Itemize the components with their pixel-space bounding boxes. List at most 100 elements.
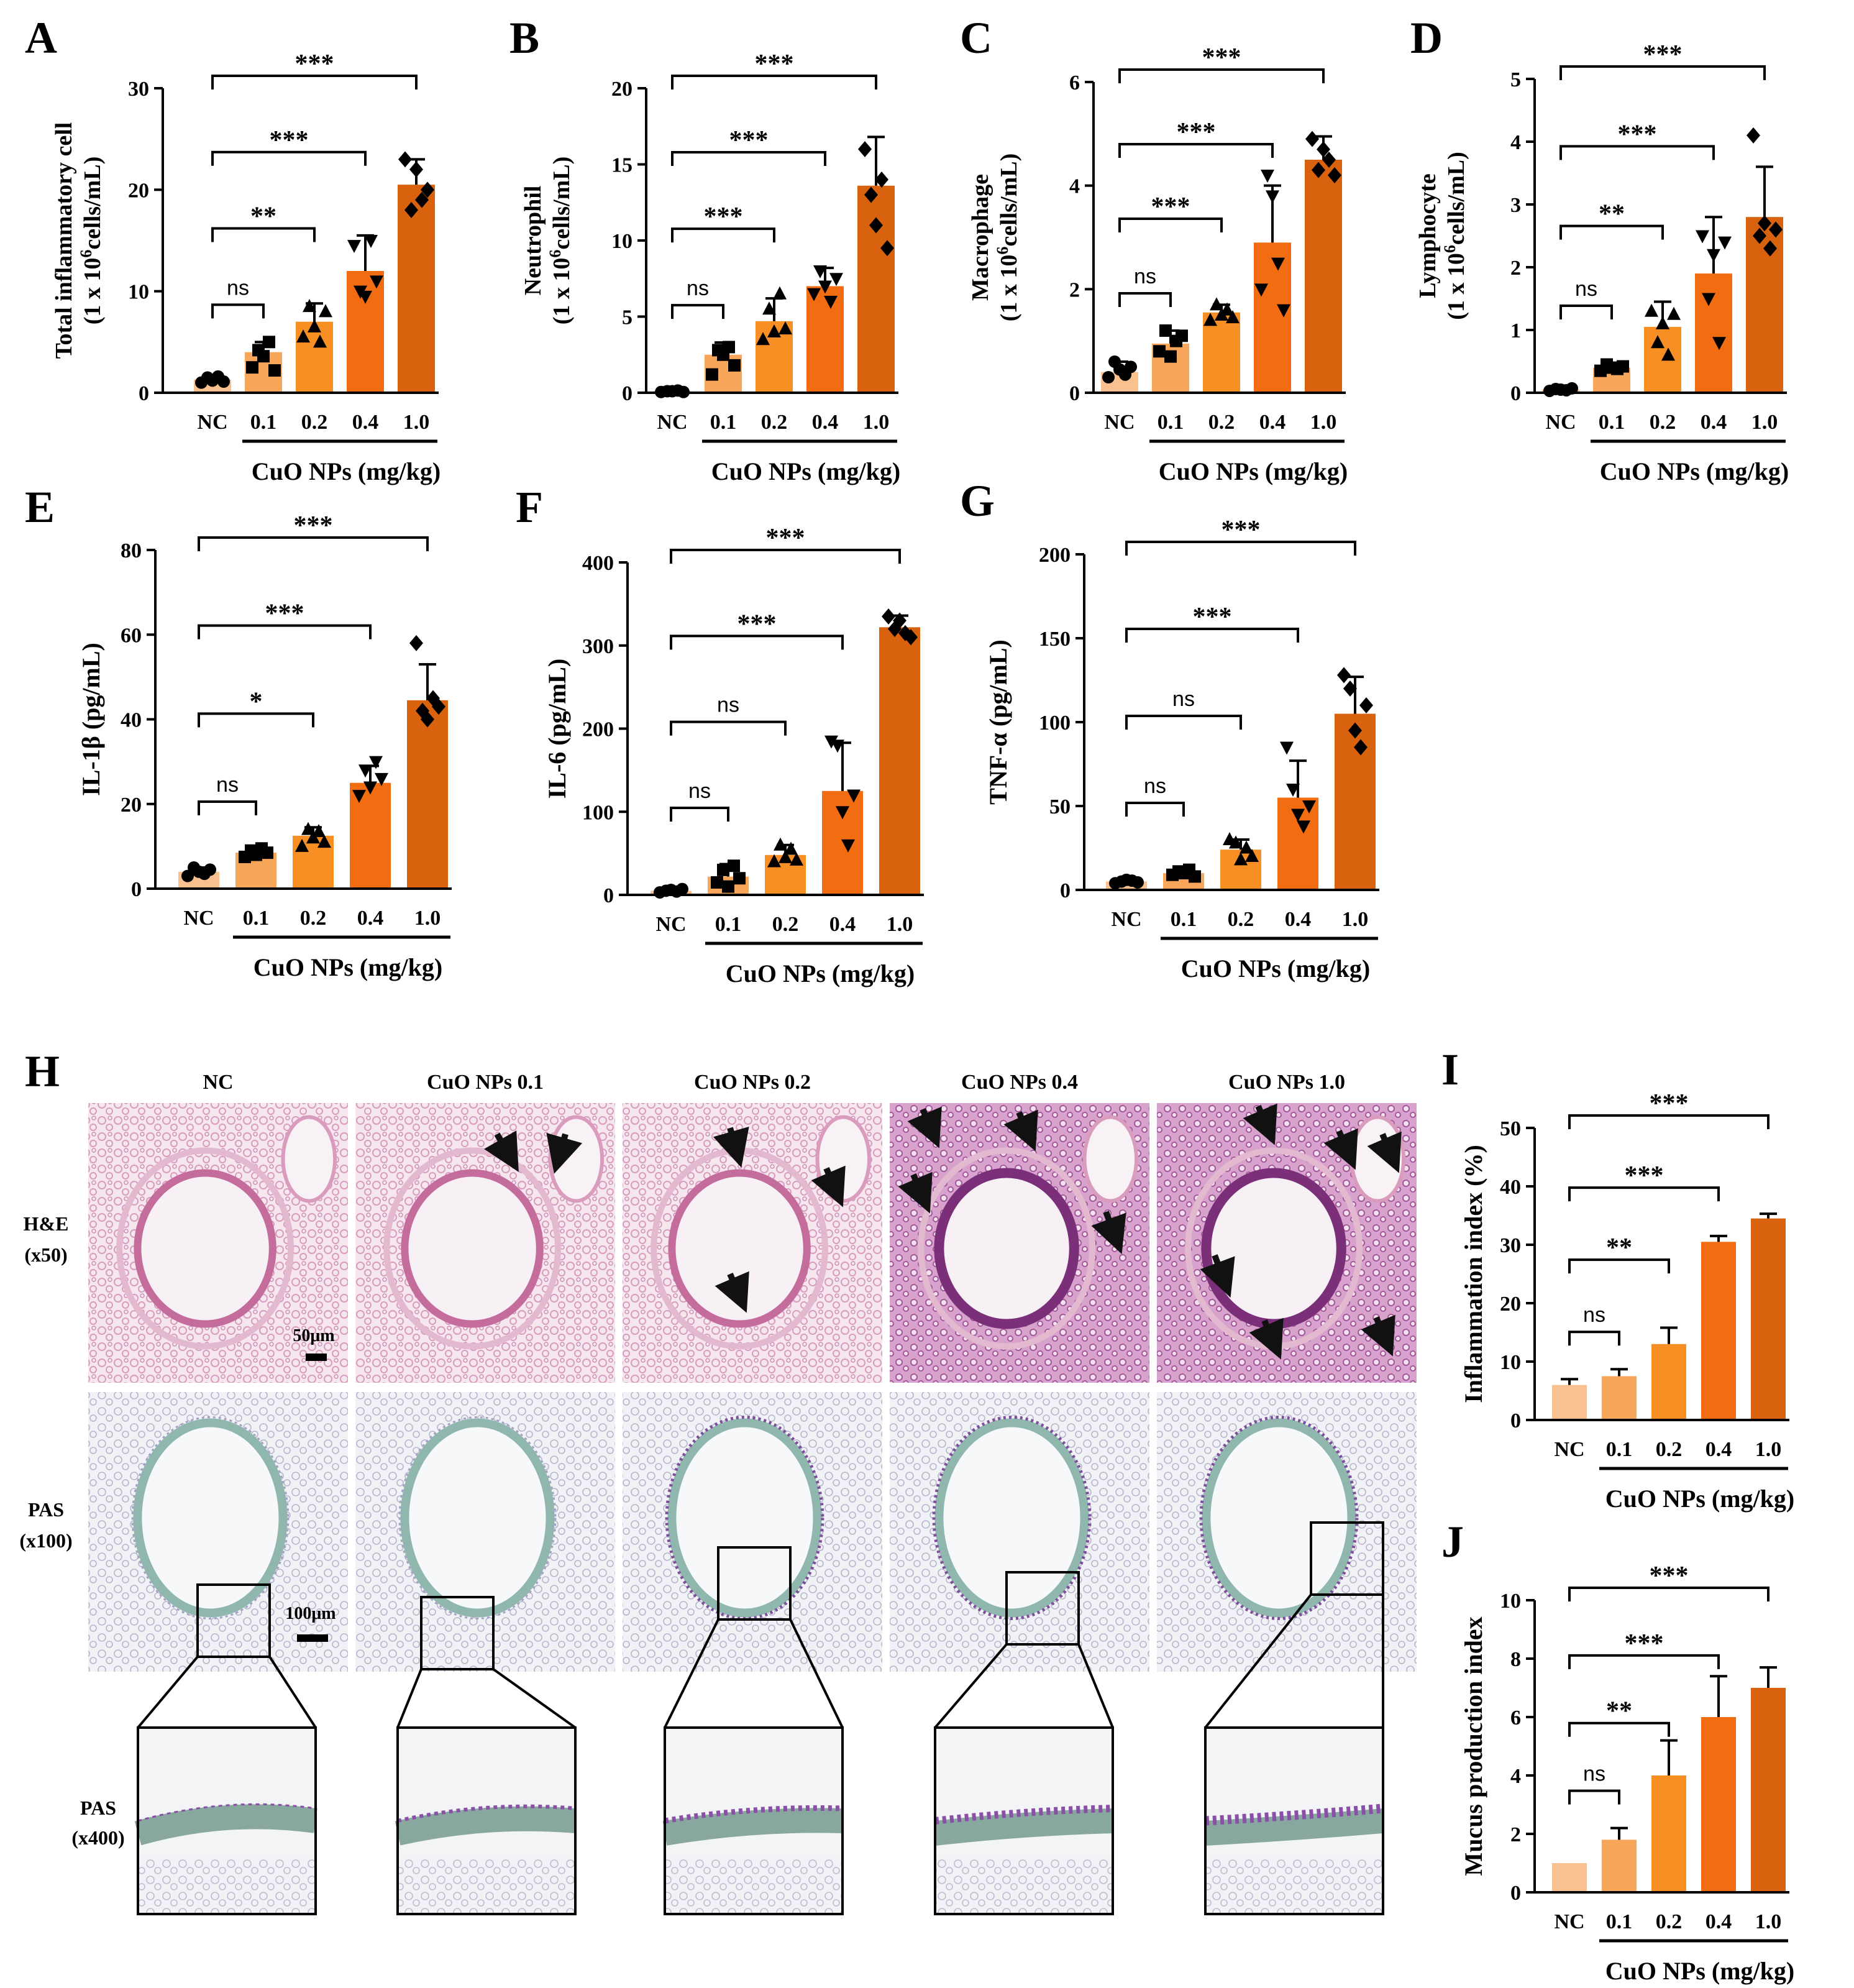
y-tick-label: 80 xyxy=(121,539,142,562)
he-micrograph xyxy=(890,1103,1149,1383)
data-point xyxy=(261,846,273,859)
x-tick-label: 0.1 xyxy=(1158,411,1184,434)
data-point xyxy=(722,880,734,893)
y-tick-label: 3 xyxy=(1510,194,1521,217)
y-tick-label: 100 xyxy=(1039,712,1071,735)
significance-label: *** xyxy=(729,126,769,155)
y-tick-label: 0 xyxy=(1510,1409,1521,1432)
significance-label: *** xyxy=(755,50,794,78)
data-point xyxy=(347,240,361,254)
pas-micrograph xyxy=(623,1392,882,1672)
data-point xyxy=(728,359,741,372)
data-point xyxy=(1125,360,1137,373)
data-point xyxy=(301,822,315,835)
x-tick-label: 0.2 xyxy=(1208,411,1235,434)
data-point xyxy=(369,756,383,769)
data-point xyxy=(1234,852,1248,866)
bar-1.0 xyxy=(398,185,435,393)
data-point xyxy=(1261,170,1274,183)
significance-bracket xyxy=(1568,1789,1620,1805)
inset-alveoli xyxy=(935,1858,1113,1914)
significance-label: *** xyxy=(1625,1161,1664,1190)
significance-label: ** xyxy=(1606,1234,1632,1262)
goblet-cells xyxy=(1199,1416,1359,1620)
epithelium xyxy=(662,1808,843,1846)
data-point xyxy=(1302,800,1316,813)
data-point xyxy=(767,854,781,868)
y-tick-label: 20 xyxy=(121,794,142,817)
data-point xyxy=(317,835,331,848)
y-axis-label: Inflammation index (%) xyxy=(1459,1145,1487,1403)
x-tick-label: 0.2 xyxy=(761,411,788,434)
data-point xyxy=(1359,697,1373,713)
data-point xyxy=(784,841,798,855)
data-point xyxy=(836,806,849,820)
airway-lumen xyxy=(667,1418,822,1618)
x-axis-label: CuO NPs (mg/kg) xyxy=(253,953,442,981)
significance-bracket xyxy=(198,536,429,551)
x-tick-label: 0.2 xyxy=(1650,411,1676,434)
epithelium xyxy=(134,1804,317,1846)
x-tick-label: 0.4 xyxy=(357,907,384,930)
zoom-box xyxy=(196,1583,271,1658)
y-tick-label: 20 xyxy=(1500,1293,1521,1316)
data-point xyxy=(829,273,843,286)
bar-1.0 xyxy=(1751,1218,1786,1420)
airway-lumen xyxy=(401,1169,544,1328)
significance-label: *** xyxy=(1643,40,1683,69)
pas-micrograph xyxy=(890,1392,1149,1672)
y-tick-label: 10 xyxy=(611,230,632,253)
data-point xyxy=(296,329,310,343)
data-point xyxy=(1707,249,1720,262)
significance-bracket xyxy=(211,75,418,89)
data-point xyxy=(1645,303,1658,317)
airway-wall xyxy=(116,1147,295,1350)
vessel xyxy=(1349,1115,1406,1203)
data-point xyxy=(1702,293,1715,306)
data-point xyxy=(779,321,792,335)
y-tick-label: 0 xyxy=(1060,879,1071,902)
data-point xyxy=(831,740,844,753)
data-point xyxy=(363,781,377,795)
significance-bracket xyxy=(1568,1258,1670,1274)
data-point xyxy=(1667,306,1681,320)
y-tick-label: 300 xyxy=(582,635,614,658)
scale-bar-label: 100μm xyxy=(285,1604,336,1623)
inset-alveoli xyxy=(1205,1858,1383,1914)
data-point xyxy=(421,181,434,198)
arrow-icon xyxy=(1367,1131,1402,1173)
data-point xyxy=(1322,152,1336,168)
panel-letter: F xyxy=(516,482,543,532)
panel-letter: B xyxy=(509,13,539,63)
significance-bracket xyxy=(198,800,257,815)
y-tick-label: 100 xyxy=(582,801,614,824)
significance-bracket xyxy=(670,720,787,736)
bar-1.0 xyxy=(1746,217,1783,393)
data-point xyxy=(1153,345,1166,358)
chart-panel-g: G 0 50 100 150 200 TNF-α (pg/mL) NC 0.1 0.2 0.4 1.0… xyxy=(960,476,1379,983)
inset-alveoli xyxy=(138,1858,316,1914)
significance-label: ns xyxy=(1134,265,1156,288)
pas-micrograph xyxy=(88,1392,348,1672)
data-point xyxy=(1312,162,1325,178)
y-tick-label: 50 xyxy=(1500,1117,1521,1140)
data-point xyxy=(1226,310,1240,324)
significance-bracket xyxy=(1125,628,1299,643)
vessel xyxy=(548,1115,605,1203)
significance-bracket xyxy=(1568,1587,1770,1601)
airway-lumen xyxy=(934,1168,1079,1329)
y-tick-label: 0 xyxy=(131,878,142,901)
x-tick-label: 0.1 xyxy=(1599,411,1625,434)
data-point xyxy=(1189,870,1201,883)
bar-NC xyxy=(1552,1863,1587,1892)
bar-1.0 xyxy=(857,185,895,393)
data-point xyxy=(767,324,781,337)
data-point xyxy=(257,350,270,363)
data-point xyxy=(1131,876,1144,889)
zoom-connector xyxy=(492,1668,577,1729)
significance-label: *** xyxy=(1650,1562,1689,1590)
histology-row-label: (x400) xyxy=(71,1826,124,1849)
data-point xyxy=(263,336,275,349)
significance-label: * xyxy=(250,687,263,716)
histology-row-label: H&E xyxy=(24,1212,69,1235)
